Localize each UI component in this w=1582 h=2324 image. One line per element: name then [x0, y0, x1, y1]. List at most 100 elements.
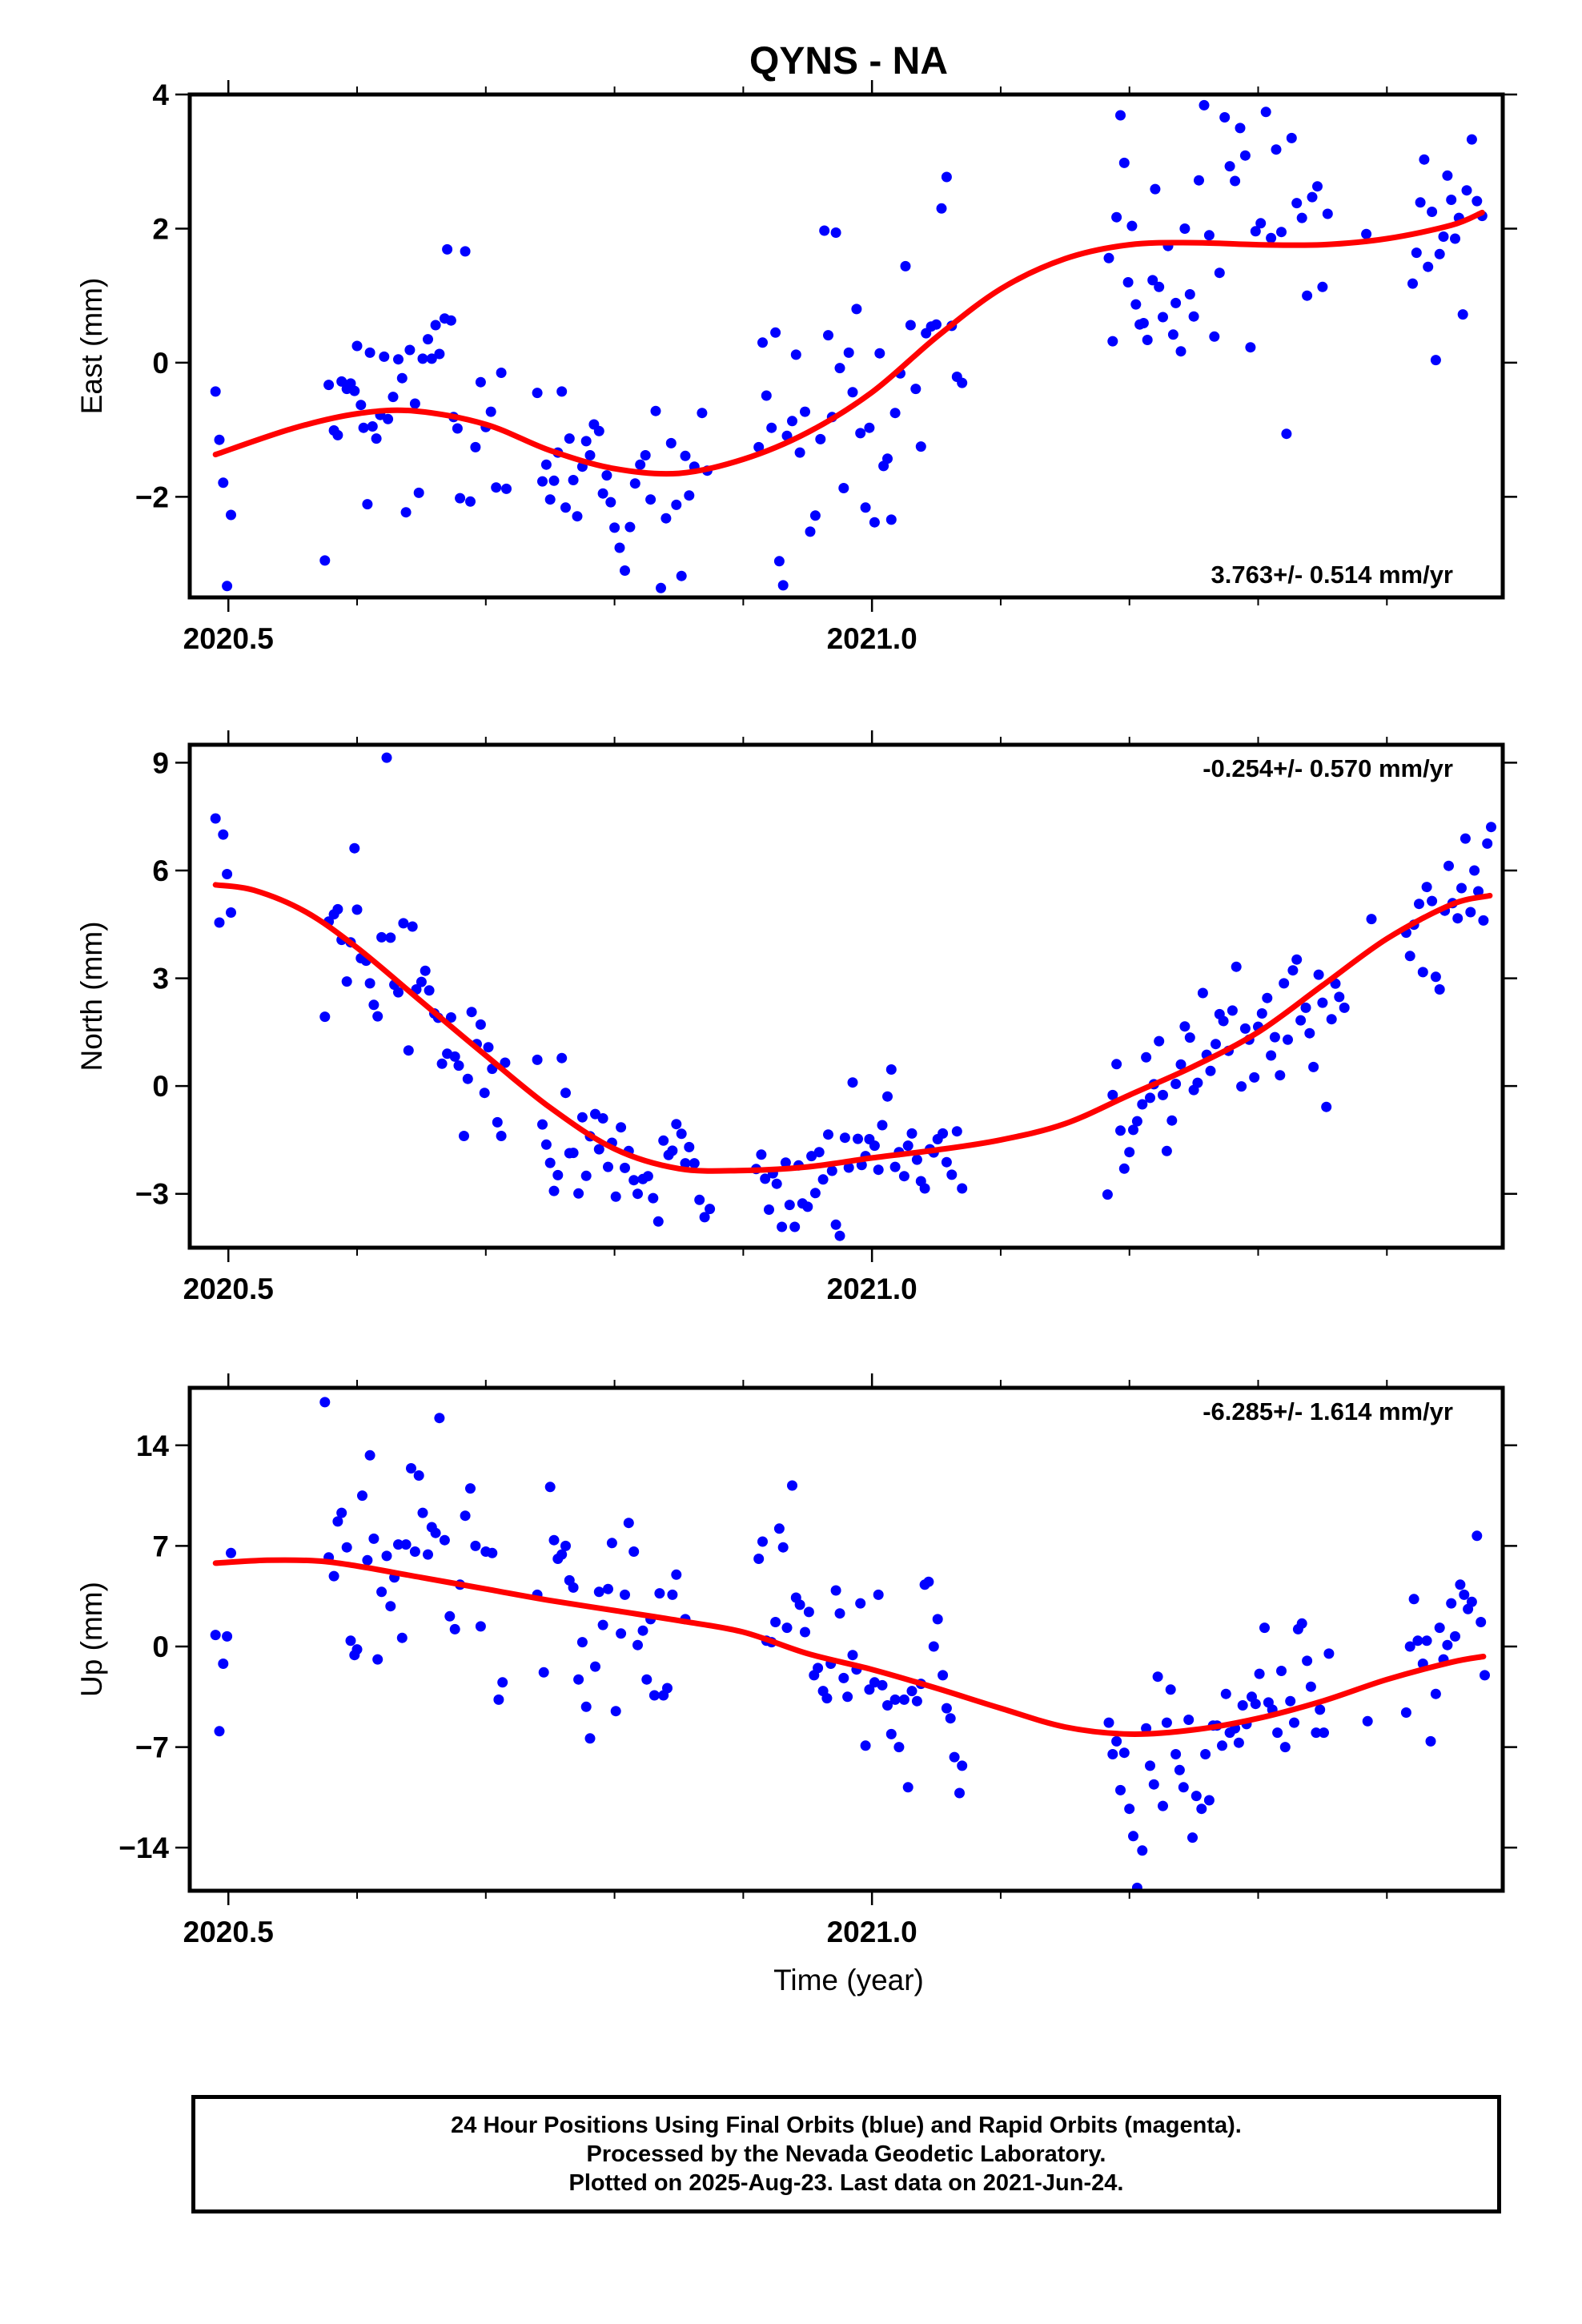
data-point — [501, 483, 512, 494]
data-point — [671, 1119, 682, 1130]
data-point — [860, 502, 871, 513]
data-point — [560, 1540, 571, 1551]
data-point — [873, 1589, 884, 1600]
data-point — [898, 1171, 909, 1182]
data-point — [839, 1132, 850, 1144]
data-point — [556, 1549, 568, 1560]
data-point — [882, 1091, 893, 1102]
data-point — [753, 1554, 765, 1564]
panel-2: 2020.5 2021.0 −3 0 3 6 9 North (mm) -0.254+/- 0.… — [75, 730, 1517, 1305]
data-point — [1158, 1800, 1168, 1811]
data-point — [1323, 1648, 1335, 1659]
data-point — [1452, 913, 1464, 924]
data-point — [809, 1188, 821, 1199]
data-point — [1203, 230, 1215, 241]
data-point — [349, 842, 360, 854]
data-point — [1199, 99, 1210, 111]
data-point — [1237, 1700, 1248, 1711]
data-point — [1313, 969, 1324, 980]
x-tick-label: 2021.0 — [827, 622, 917, 655]
data-point — [381, 1550, 392, 1562]
data-point — [1434, 984, 1445, 995]
data-point — [1430, 971, 1441, 983]
data-point — [815, 433, 826, 444]
data-point — [1130, 299, 1142, 310]
data-point — [367, 421, 378, 432]
data-point — [1295, 1015, 1307, 1026]
data-point — [1174, 1764, 1185, 1775]
data-point — [597, 1113, 608, 1124]
data-point — [1250, 1699, 1261, 1710]
data-point — [1414, 899, 1424, 910]
data-point — [1179, 1021, 1191, 1032]
data-point — [650, 405, 661, 416]
data-point — [218, 1659, 229, 1669]
data-point — [532, 388, 543, 399]
data-point — [1214, 267, 1225, 279]
data-point — [1456, 883, 1467, 894]
data-point — [1191, 1791, 1202, 1802]
y-tick-label: 3 — [152, 963, 169, 995]
data-point — [407, 921, 418, 932]
data-point — [1103, 252, 1114, 263]
data-point — [923, 1576, 934, 1587]
data-point — [349, 385, 360, 396]
y-axis-label: Up (mm) — [75, 1582, 108, 1697]
data-point — [1128, 1831, 1138, 1842]
y-tick-label: 9 — [152, 746, 169, 779]
data-point — [491, 482, 502, 493]
data-point — [381, 752, 392, 763]
data-point — [957, 377, 968, 388]
data-point — [860, 1740, 871, 1751]
data-point — [1239, 1023, 1251, 1034]
data-point — [548, 1185, 560, 1196]
y-tick-label: −14 — [118, 1831, 169, 1864]
data-point — [362, 499, 373, 510]
data-point — [1446, 1598, 1457, 1609]
data-point — [364, 1449, 375, 1461]
data-point — [556, 386, 568, 397]
data-point — [319, 1011, 331, 1023]
panel-3: 2020.5 2021.0 −14 −7 0 7 14 Up (mm) -6.285+/- 1.… — [75, 1373, 1517, 1948]
data-point — [1434, 1622, 1445, 1634]
data-point — [1218, 1015, 1229, 1027]
data-point — [442, 243, 453, 255]
data-point — [817, 1174, 829, 1185]
data-point — [444, 1610, 456, 1622]
data-point — [1465, 907, 1476, 918]
data-point — [210, 386, 221, 397]
data-point — [1128, 1124, 1138, 1136]
data-point — [1302, 290, 1313, 301]
data-point — [1486, 822, 1496, 833]
data-point — [938, 1670, 949, 1681]
data-point — [628, 1546, 640, 1557]
data-point — [475, 1621, 486, 1632]
data-point — [906, 1686, 917, 1697]
data-point — [372, 1654, 383, 1665]
data-point — [593, 1586, 604, 1598]
data-point — [781, 1622, 793, 1634]
data-point — [1427, 207, 1438, 217]
data-point — [393, 354, 404, 365]
data-point — [855, 428, 866, 439]
data-point — [453, 1060, 464, 1072]
data-point — [1219, 112, 1231, 123]
data-point — [423, 1549, 433, 1560]
data-point — [616, 1628, 627, 1639]
data-point — [1276, 1666, 1287, 1676]
data-point — [430, 320, 441, 331]
data-point — [1262, 992, 1273, 1003]
data-point — [544, 1157, 556, 1168]
data-point — [1459, 1589, 1470, 1600]
data-point — [905, 320, 916, 331]
x-tick-label: 2020.5 — [183, 1916, 274, 1948]
data-point — [834, 1230, 845, 1241]
data-point — [1170, 1749, 1182, 1759]
data-points — [210, 99, 1488, 593]
data-point — [1224, 161, 1235, 172]
data-point — [328, 1570, 339, 1582]
data-point — [620, 1589, 630, 1600]
data-point — [1118, 1747, 1130, 1759]
data-point — [877, 1120, 888, 1131]
data-point — [1322, 208, 1333, 219]
